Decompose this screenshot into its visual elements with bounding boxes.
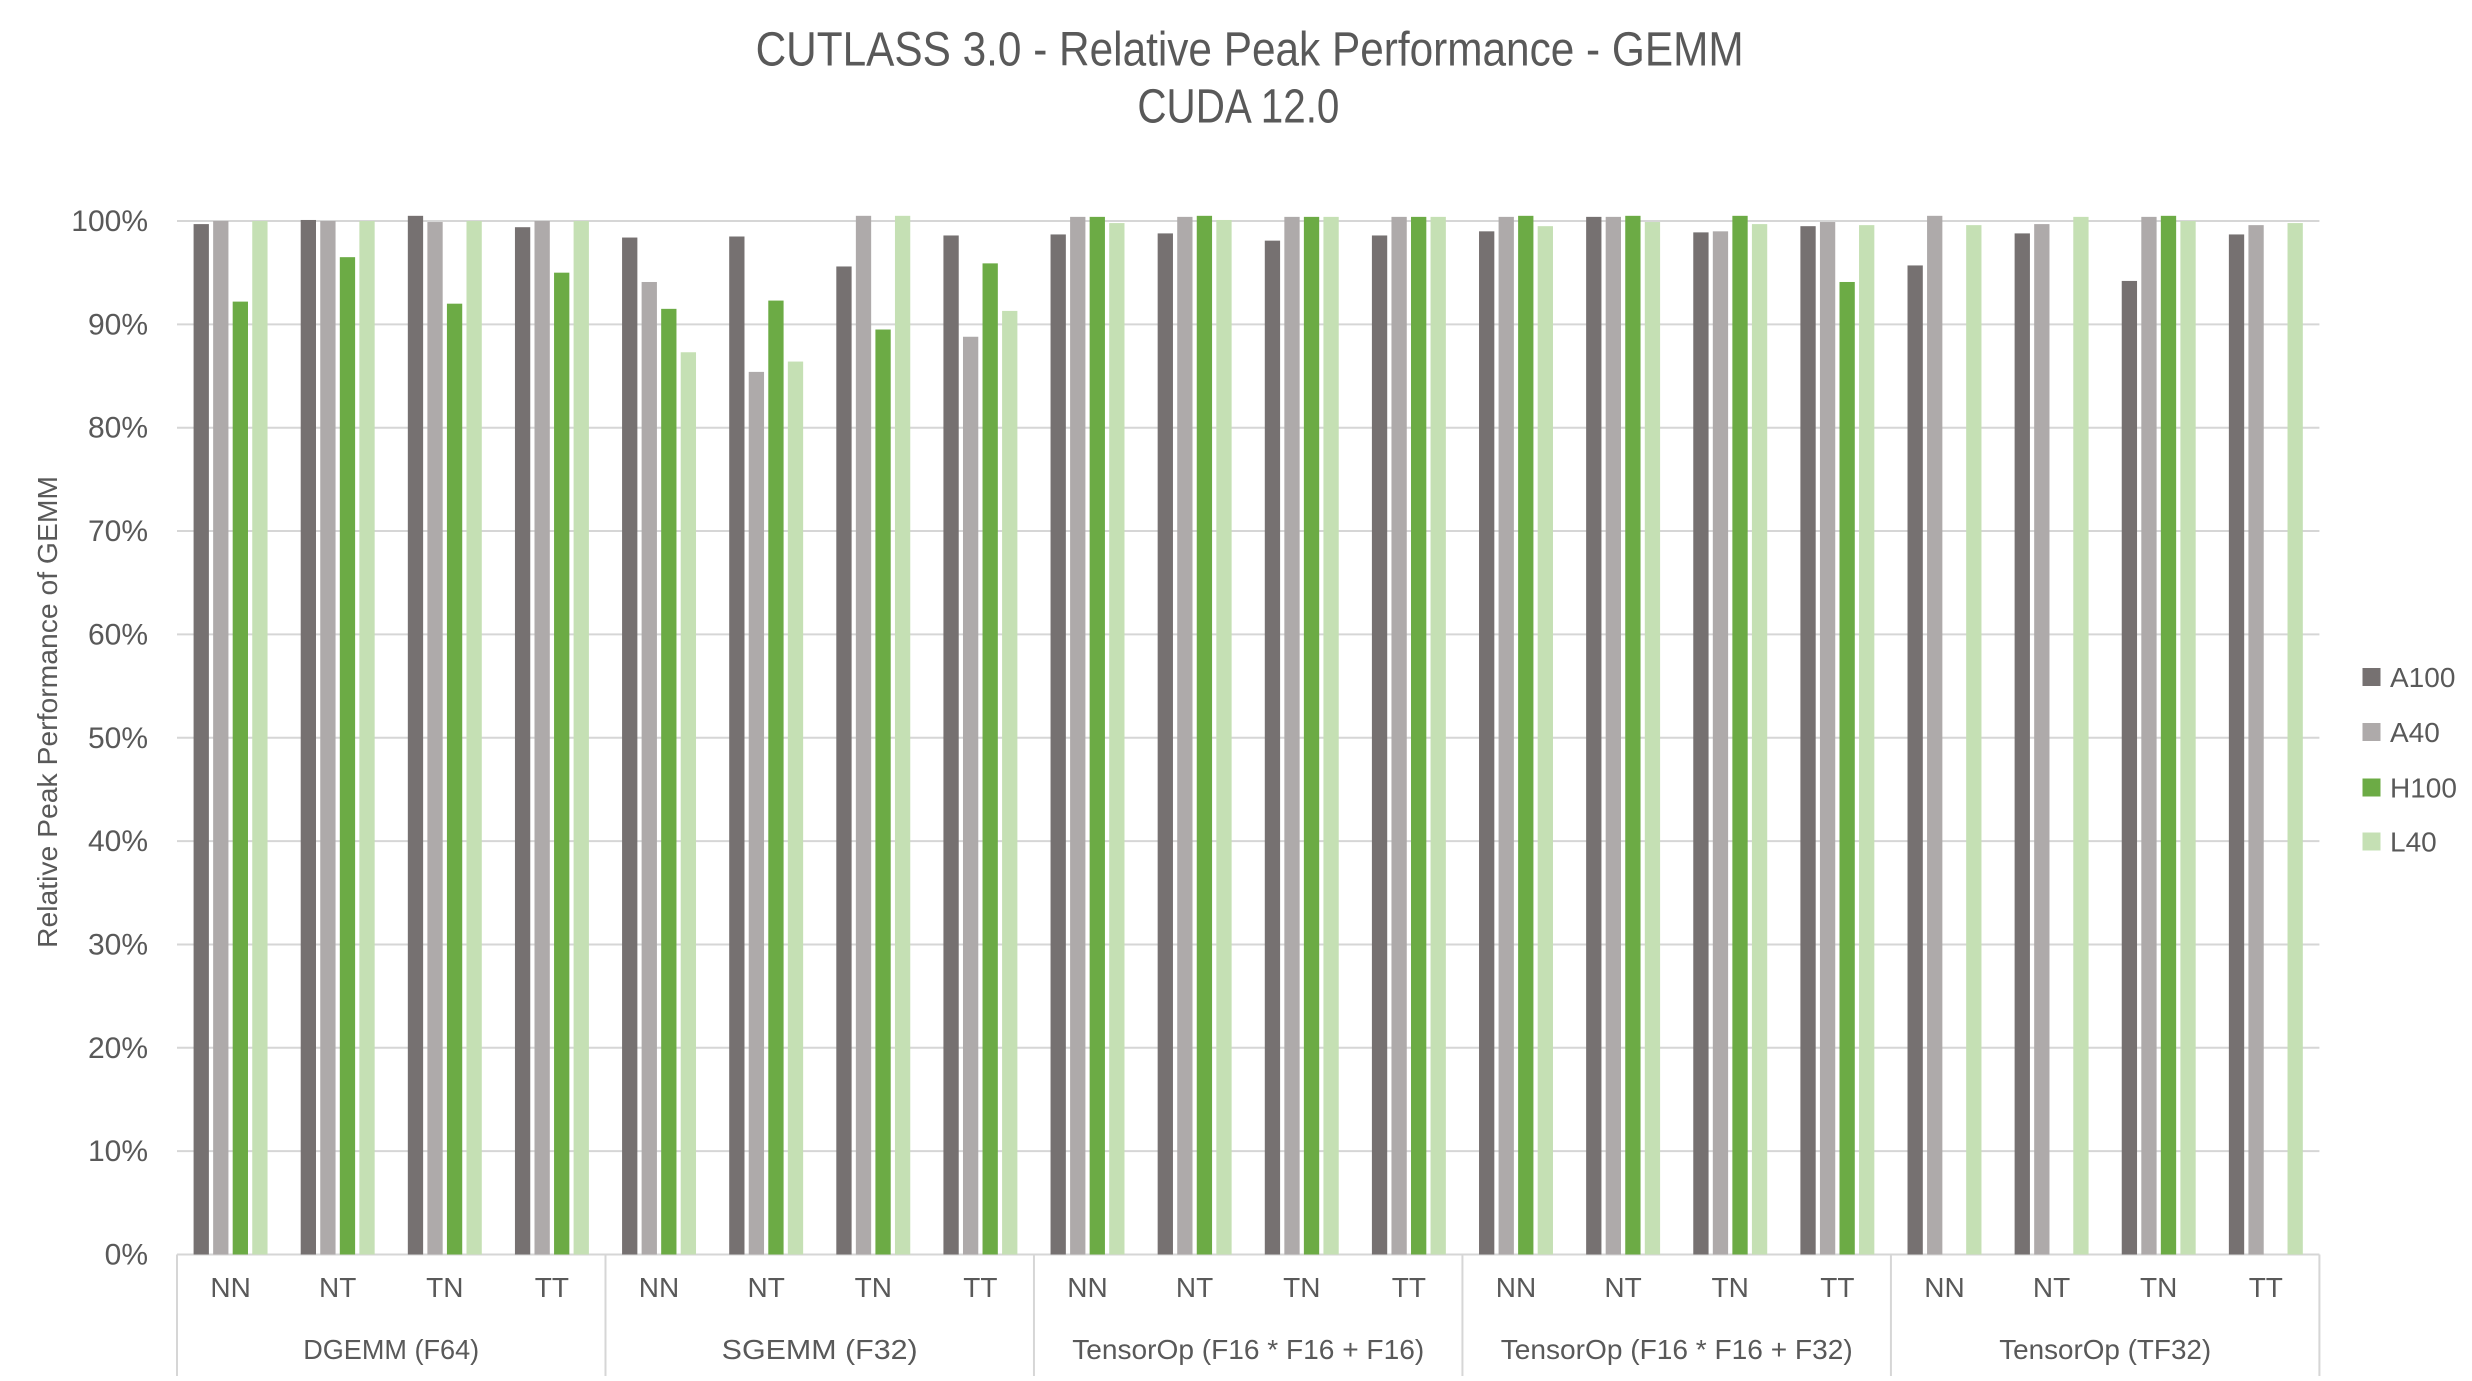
svg-text:TT: TT [2249, 1272, 2283, 1303]
svg-text:TensorOp (TF32): TensorOp (TF32) [1999, 1334, 2211, 1365]
svg-text:20%: 20% [88, 1032, 148, 1065]
svg-text:NN: NN [1924, 1272, 1964, 1303]
svg-text:80%: 80% [88, 412, 148, 445]
svg-text:H100: H100 [2390, 773, 2457, 804]
svg-text:TN: TN [1283, 1272, 1320, 1303]
svg-text:NT: NT [1176, 1272, 1213, 1303]
svg-text:NN: NN [210, 1272, 250, 1303]
svg-text:SGEMM (F32): SGEMM (F32) [722, 1334, 918, 1365]
svg-text:TT: TT [1820, 1272, 1854, 1303]
svg-text:TensorOp (F16 * F16 + F16): TensorOp (F16 * F16 + F16) [1072, 1334, 1424, 1365]
svg-text:DGEMM (F64): DGEMM (F64) [303, 1334, 479, 1365]
svg-text:TT: TT [1392, 1272, 1426, 1303]
svg-text:CUTLASS 3.0 - Relative Peak Pe: CUTLASS 3.0 - Relative Peak Performance … [756, 24, 1744, 77]
svg-text:TN: TN [426, 1272, 463, 1303]
svg-text:100%: 100% [71, 205, 148, 238]
svg-text:NT: NT [319, 1272, 356, 1303]
svg-text:NN: NN [1496, 1272, 1536, 1303]
svg-text:NN: NN [1067, 1272, 1107, 1303]
svg-text:NN: NN [639, 1272, 679, 1303]
svg-text:TT: TT [535, 1272, 569, 1303]
svg-text:40%: 40% [88, 825, 148, 858]
svg-text:TN: TN [1712, 1272, 1749, 1303]
svg-text:NT: NT [1604, 1272, 1641, 1303]
svg-text:TN: TN [2140, 1272, 2177, 1303]
svg-text:60%: 60% [88, 618, 148, 651]
svg-text:0%: 0% [105, 1239, 148, 1272]
svg-text:NT: NT [2033, 1272, 2070, 1303]
svg-text:CUDA 12.0: CUDA 12.0 [1137, 81, 1339, 134]
svg-text:TT: TT [963, 1272, 997, 1303]
svg-text:A40: A40 [2390, 717, 2440, 748]
svg-text:90%: 90% [88, 308, 148, 341]
svg-text:10%: 10% [88, 1135, 148, 1168]
svg-text:A100: A100 [2390, 662, 2455, 693]
svg-text:70%: 70% [88, 515, 148, 548]
svg-text:50%: 50% [88, 722, 148, 755]
svg-text:Relative Peak Performance of G: Relative Peak Performance of GEMM [32, 476, 63, 948]
svg-text:TN: TN [855, 1272, 892, 1303]
svg-text:TensorOp (F16 * F16 + F32): TensorOp (F16 * F16 + F32) [1501, 1334, 1853, 1365]
svg-text:L40: L40 [2390, 827, 2437, 858]
svg-text:30%: 30% [88, 929, 148, 962]
svg-text:NT: NT [748, 1272, 785, 1303]
